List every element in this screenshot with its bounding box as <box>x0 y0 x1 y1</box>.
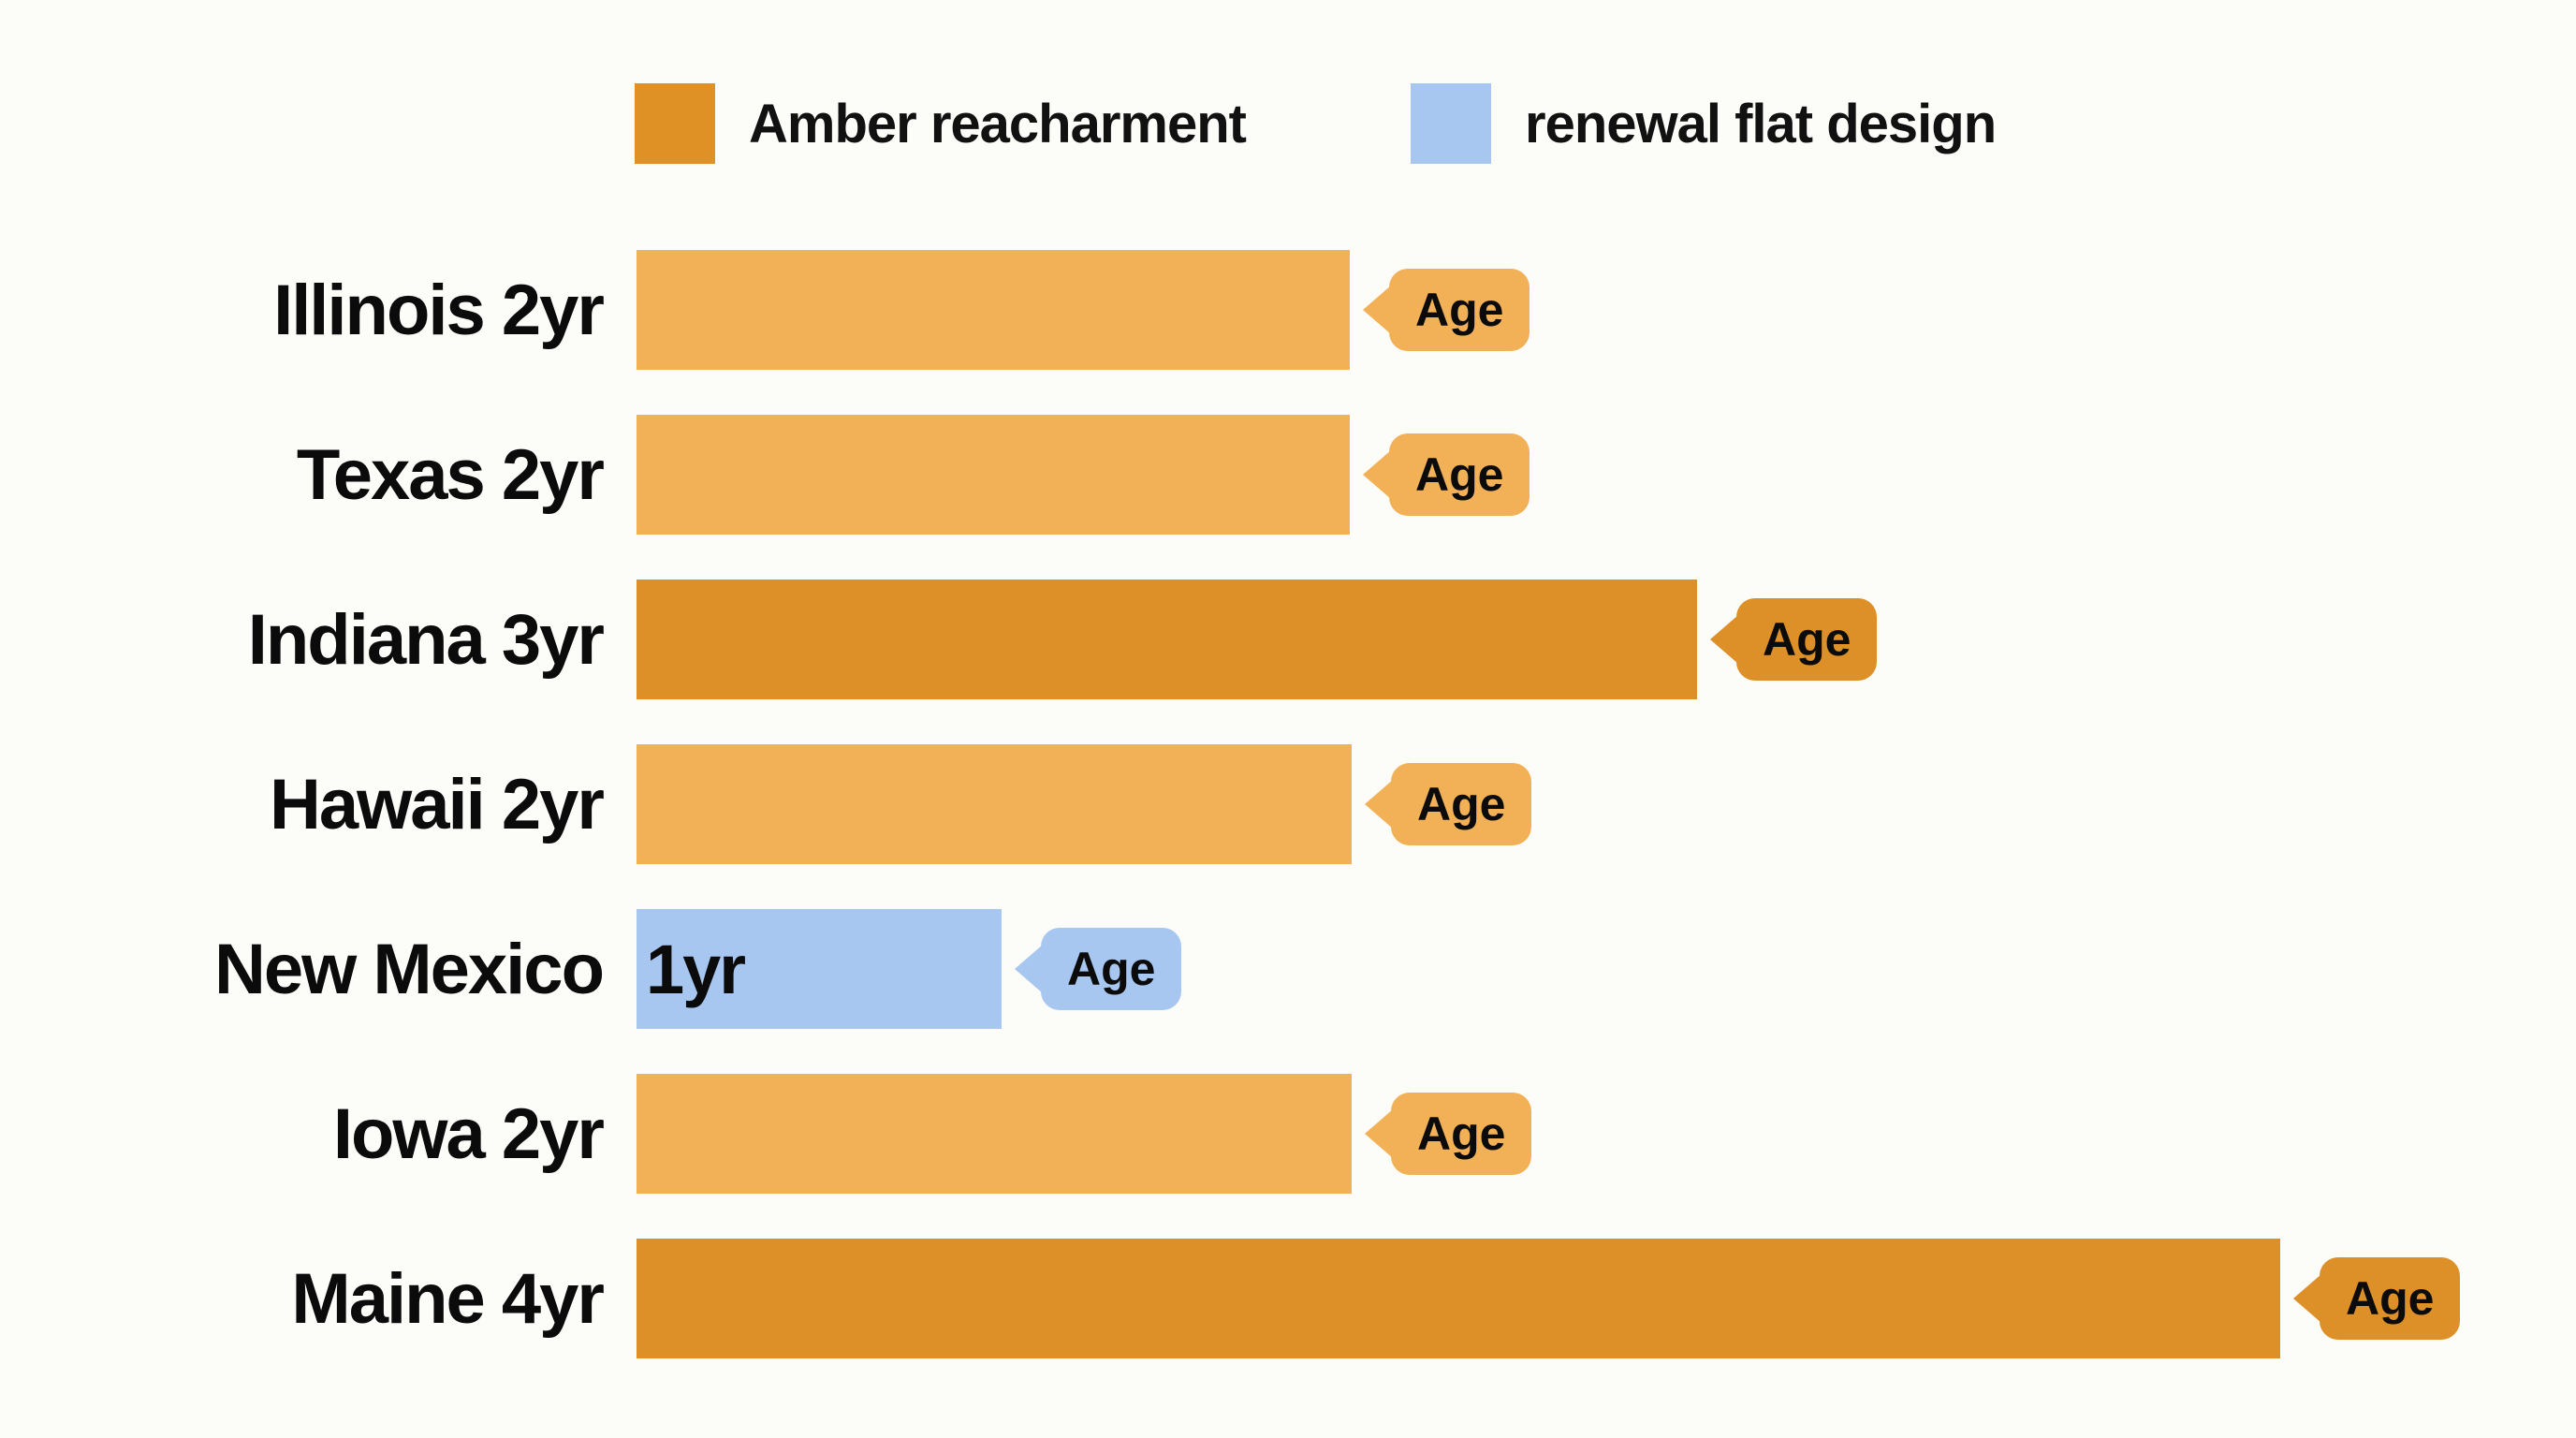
age-badge: Age <box>1365 763 1532 845</box>
age-badge: Age <box>1363 433 1530 516</box>
bar <box>637 580 1697 699</box>
badge-label: Age <box>1041 928 1182 1010</box>
bar <box>637 250 1350 370</box>
badge-label: Age <box>1389 433 1530 516</box>
bar <box>637 744 1352 864</box>
legend-label-blue: renewal flat design <box>1525 93 1997 154</box>
badge-label: Age <box>1391 1093 1532 1175</box>
legend-swatch-blue <box>1411 83 1491 164</box>
bar: 1yr <box>637 909 1002 1029</box>
bar-value-label: 1yr <box>646 930 746 1008</box>
legend-item-blue: renewal flat design <box>1411 82 1997 165</box>
bar <box>637 415 1350 535</box>
category-label: Indiana 3yr <box>247 599 605 680</box>
legend-item-amber: Amber reacharment <box>635 82 1247 165</box>
legend-swatch-amber <box>635 83 715 164</box>
chart-row: New Mexico 1yr Age <box>0 909 2576 1029</box>
category-label: Iowa 2yr <box>332 1093 605 1174</box>
age-badge: Age <box>1363 269 1530 351</box>
category-label: Illinois 2yr <box>273 270 605 350</box>
legend-label-amber: Amber reacharment <box>749 93 1247 154</box>
badge-label: Age <box>1736 598 1878 681</box>
chart-row: Maine 4yr Age <box>0 1239 2576 1358</box>
badge-arrow-icon <box>1015 945 1043 993</box>
legend: Amber reacharment renewal flat design <box>635 82 1997 165</box>
chart-row: Illinois 2yr Age <box>0 250 2576 370</box>
bar <box>637 1239 2280 1358</box>
age-badge: Age <box>1365 1093 1532 1175</box>
badge-arrow-icon <box>1363 450 1391 499</box>
chart-row: Texas 2yr Age <box>0 415 2576 535</box>
age-badge: Age <box>1710 598 1878 681</box>
badge-arrow-icon <box>1365 780 1393 829</box>
badge-label: Age <box>2320 1257 2461 1340</box>
age-badge: Age <box>2293 1257 2461 1340</box>
bar <box>637 1074 1352 1194</box>
chart-row: Iowa 2yr Age <box>0 1074 2576 1194</box>
category-label: Maine 4yr <box>291 1258 605 1339</box>
badge-arrow-icon <box>1365 1109 1393 1158</box>
badge-arrow-icon <box>1710 615 1738 664</box>
badge-arrow-icon <box>1363 286 1391 334</box>
badge-label: Age <box>1391 763 1532 845</box>
badge-arrow-icon <box>2293 1274 2321 1323</box>
category-label: Hawaii 2yr <box>270 764 605 844</box>
chart-row: Indiana 3yr Age <box>0 580 2576 699</box>
category-label: Texas 2yr <box>296 434 605 515</box>
chart-row: Hawaii 2yr Age <box>0 744 2576 864</box>
category-label: New Mexico <box>213 929 605 1009</box>
badge-label: Age <box>1389 269 1530 351</box>
age-badge: Age <box>1015 928 1182 1010</box>
